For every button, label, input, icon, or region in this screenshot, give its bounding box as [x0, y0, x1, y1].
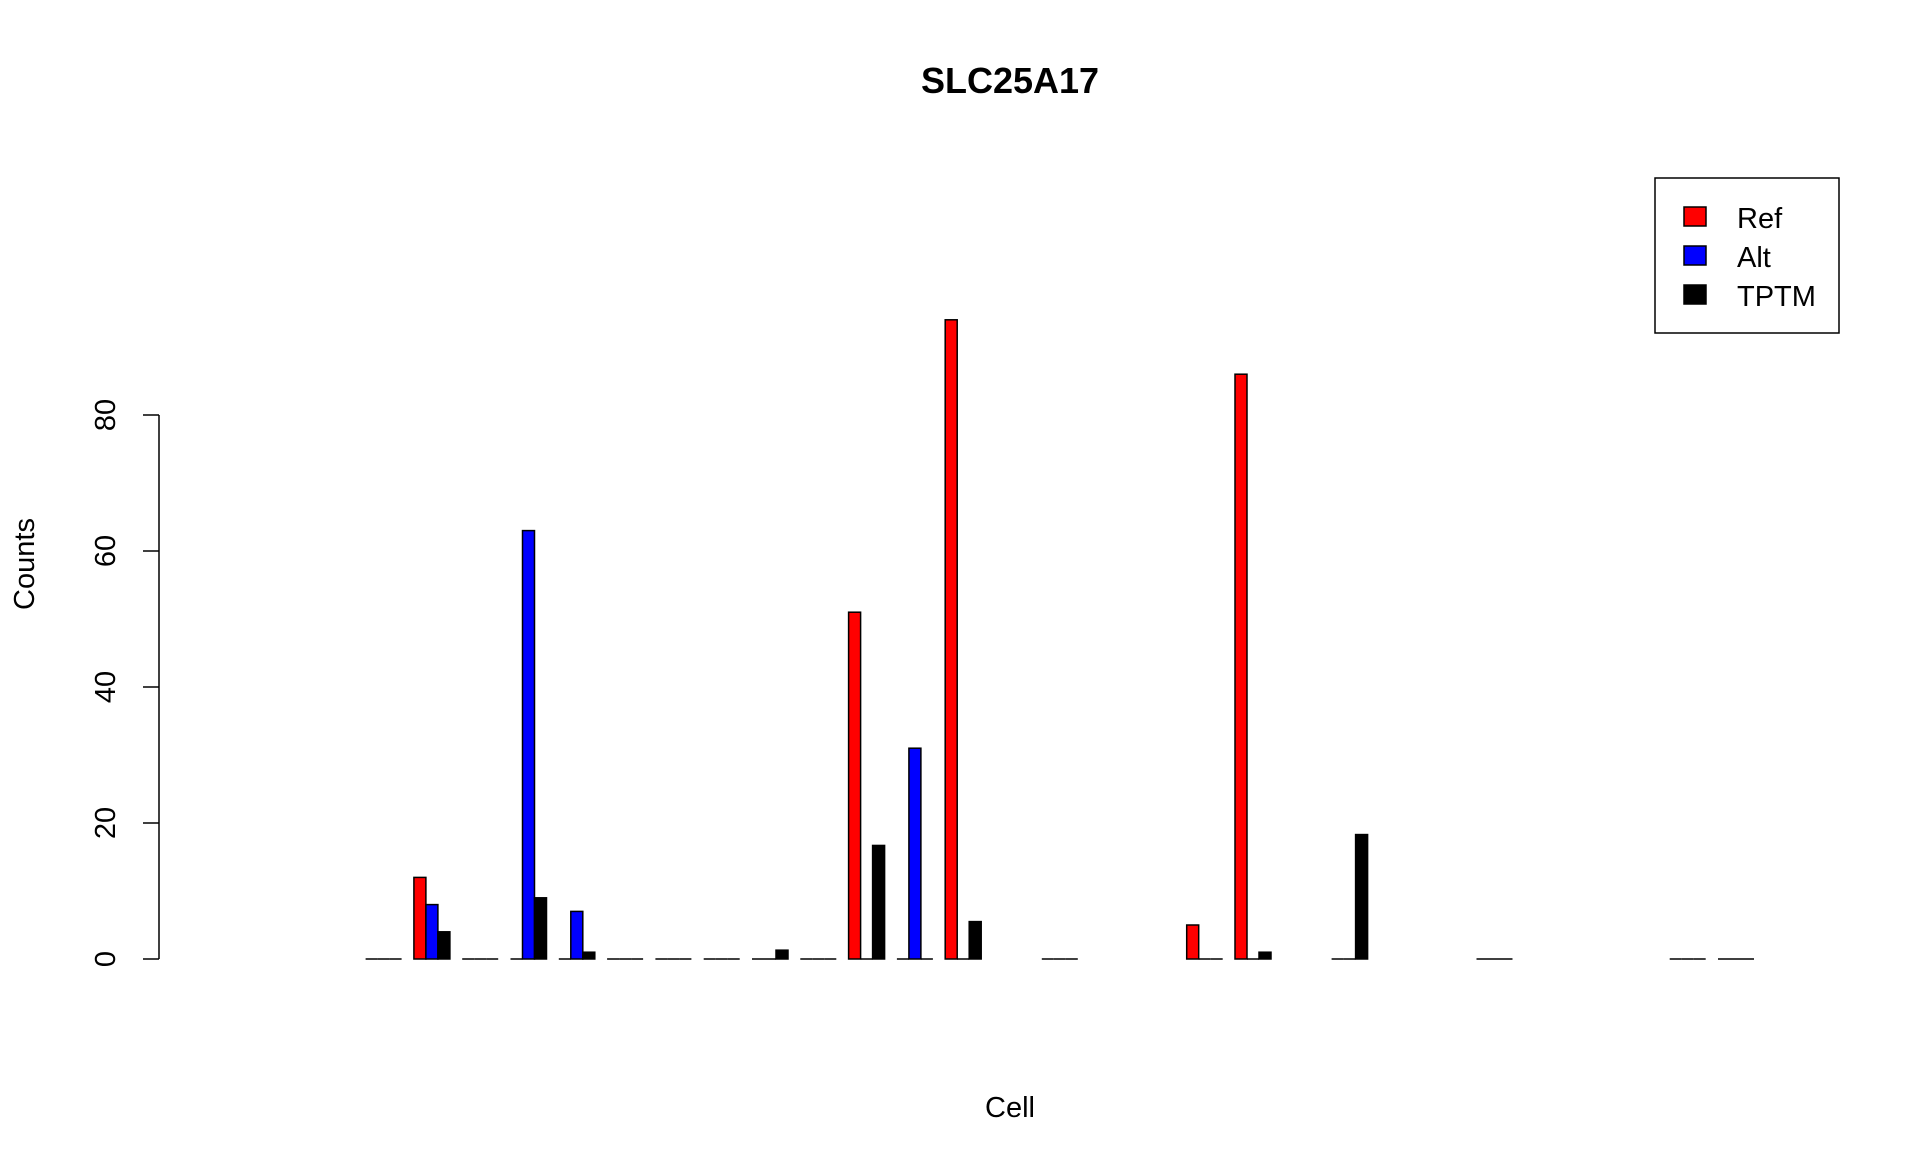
bar-ref: [1234, 373, 1248, 960]
chart-title: SLC25A17: [921, 60, 1099, 101]
bar-alt: [521, 529, 536, 960]
y-tick-label: 80: [90, 399, 122, 431]
bar-tptm: [437, 931, 451, 960]
y-tick-label: 60: [90, 535, 122, 567]
bar-alt: [908, 747, 922, 960]
legend-label-ref: Ref: [1737, 203, 1783, 235]
y-tick-label: 20: [90, 807, 122, 839]
y-axis: 0 20 40 60 80: [90, 399, 160, 967]
legend: Ref Alt TPTM: [1654, 177, 1840, 334]
bar-ref: [847, 611, 862, 960]
bar-ref: [413, 876, 427, 960]
bar-tptm: [1354, 833, 1369, 960]
bar-tptm: [533, 897, 548, 960]
legend-swatch-ref: [1683, 206, 1707, 227]
bar-ref: [1185, 924, 1200, 960]
bar-alt: [425, 903, 439, 960]
bar-tptm: [871, 844, 886, 960]
y-tick-label: 40: [90, 671, 122, 703]
bar-tptm: [775, 949, 789, 960]
bar-alt: [570, 910, 584, 960]
legend-swatch-alt: [1683, 245, 1707, 266]
bar-tptm: [1258, 951, 1272, 960]
y-tick-label: 0: [90, 951, 122, 967]
legend-label-alt: Alt: [1737, 242, 1771, 274]
bars-group: [365, 319, 1754, 960]
legend-label-tptm: TPTM: [1737, 281, 1816, 313]
x-axis-label: Cell: [985, 1092, 1035, 1124]
y-axis-label: Counts: [9, 518, 41, 610]
bar-tptm: [582, 951, 596, 960]
bar-ref: [944, 319, 958, 960]
bar-tptm: [968, 920, 982, 960]
legend-swatch-tptm: [1683, 284, 1707, 305]
